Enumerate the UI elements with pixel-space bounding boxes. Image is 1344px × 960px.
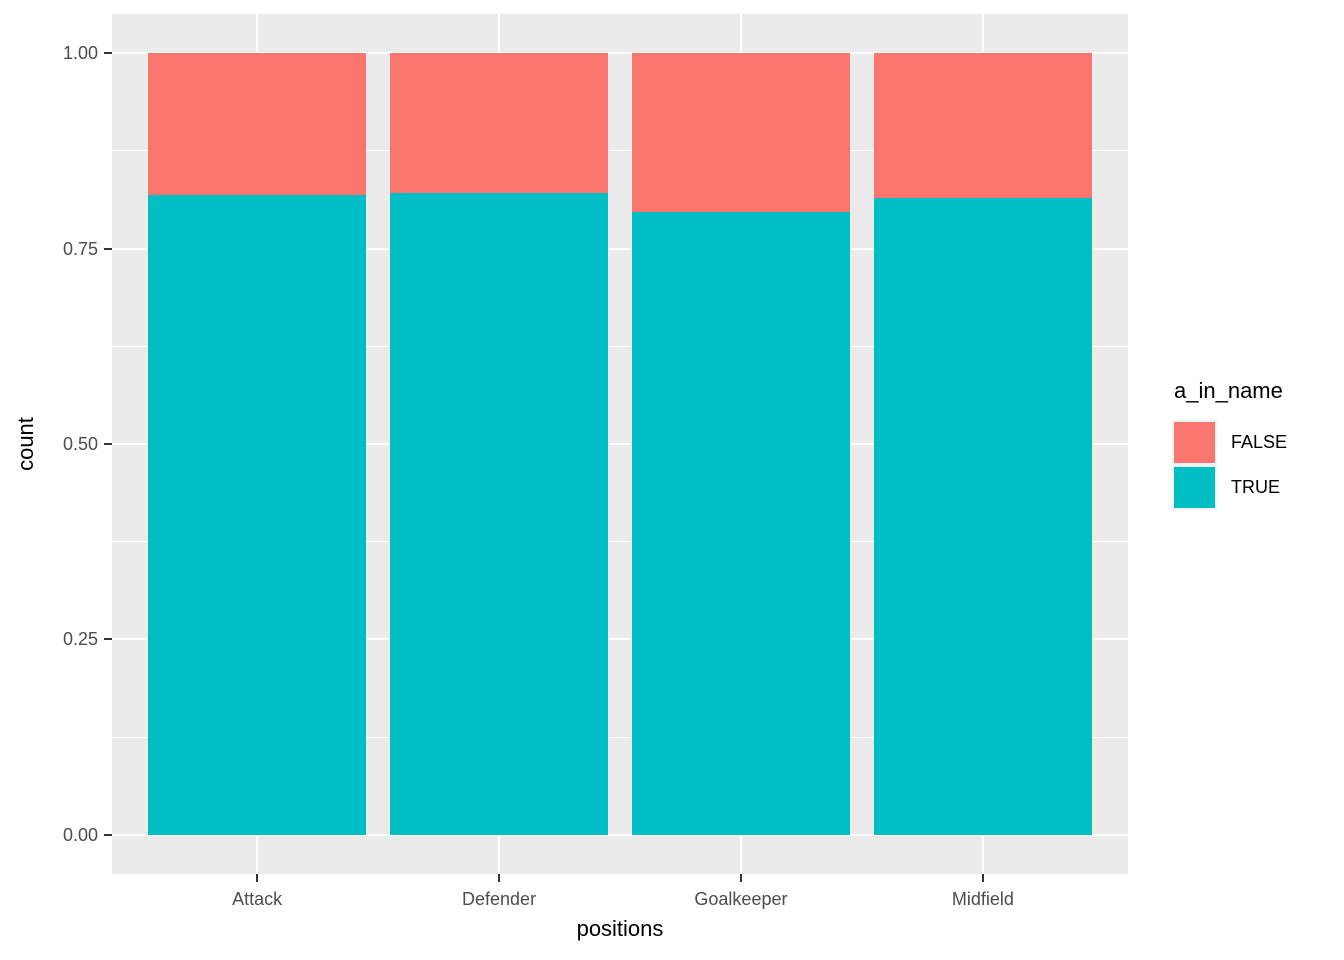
x-tick-mark bbox=[256, 874, 259, 882]
legend-label-true: TRUE bbox=[1231, 477, 1280, 497]
y-tick-mark bbox=[104, 638, 112, 641]
y-tick-mark bbox=[104, 247, 112, 250]
y-tick-mark bbox=[104, 833, 112, 836]
legend-label-false: FALSE bbox=[1231, 432, 1288, 452]
y-tick-label: 0.25 bbox=[62, 629, 98, 650]
x-tick-label: Attack bbox=[232, 889, 283, 909]
legend-item-true: TRUE bbox=[1172, 465, 1287, 510]
plot-panel bbox=[112, 14, 1128, 874]
gridline-major bbox=[112, 638, 1128, 641]
x-axis-title: positions bbox=[576, 916, 664, 941]
legend-items: FALSE TRUE bbox=[1172, 420, 1287, 510]
y-tick-label: 1.00 bbox=[62, 43, 98, 64]
x-tick-mark bbox=[498, 874, 501, 882]
y-tick-mark bbox=[104, 443, 112, 445]
legend-title: a_in_name bbox=[1174, 378, 1283, 403]
gridline-major bbox=[112, 52, 1128, 55]
bar-segment-true-attack bbox=[148, 194, 366, 835]
y-tick-label: 0.75 bbox=[62, 238, 98, 259]
x-tick-mark bbox=[981, 874, 984, 882]
x-tick-label: Goalkeeper bbox=[694, 889, 788, 909]
x-tick-label: Midfield bbox=[951, 889, 1014, 909]
legend-key-false-swatch bbox=[1172, 420, 1217, 465]
y-tick-label: 0.00 bbox=[62, 824, 98, 845]
legend-key-true-swatch bbox=[1172, 465, 1217, 510]
gridline-minor bbox=[112, 541, 1128, 543]
gridline-minor bbox=[112, 150, 1128, 152]
x-tick-mark bbox=[739, 874, 742, 882]
legend-item-false: FALSE bbox=[1172, 420, 1287, 465]
bar-segment-false-defender bbox=[390, 53, 608, 194]
legend: a_in_name FALSE TRUE bbox=[1172, 378, 1287, 510]
y-tick-mark bbox=[104, 52, 112, 55]
gridline-major bbox=[112, 833, 1128, 836]
gridline-minor bbox=[112, 736, 1128, 738]
x-tick-label: Defender bbox=[462, 889, 537, 909]
gridline-minor bbox=[112, 345, 1128, 347]
bar-segment-true-midfield bbox=[874, 197, 1092, 835]
bar-segment-true-defender bbox=[390, 193, 608, 835]
bar-segment-false-attack bbox=[148, 53, 366, 195]
bar-segment-false-goalkeeper bbox=[632, 53, 850, 212]
y-tick-label: 0.50 bbox=[62, 434, 98, 454]
gridline-major bbox=[112, 443, 1128, 445]
bar-segment-true-goalkeeper bbox=[632, 211, 850, 835]
bar-segment-false-midfield bbox=[874, 53, 1092, 198]
gridline-major bbox=[112, 247, 1128, 250]
